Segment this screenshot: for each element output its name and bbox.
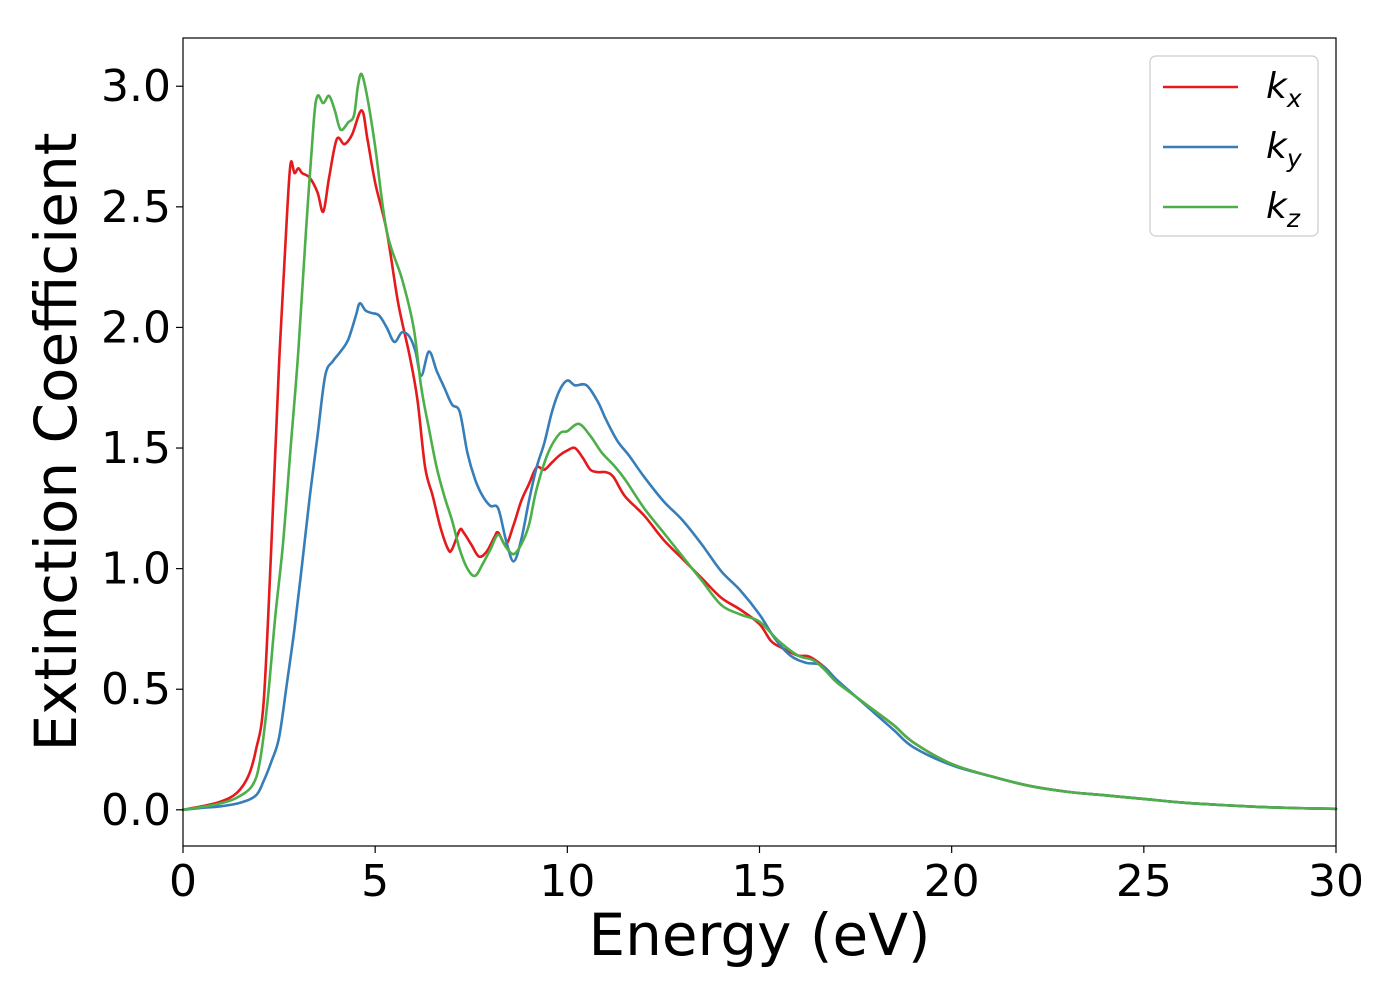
legend-label-k-x: kx (1266, 66, 1302, 113)
x-tick-label: 25 (1116, 856, 1172, 907)
tick-layer: 0 5 10 15 20 25 30 0.0 0.5 1.0 1.5 2.0 2.5 3.0 (101, 61, 1364, 907)
y-tick-label: 1.5 (101, 423, 171, 474)
series-line-k-z (181, 72, 1338, 812)
x-tick-label: 5 (361, 856, 389, 907)
legend-label-k-y: ky (1266, 126, 1303, 173)
x-tick-label: 30 (1308, 856, 1364, 907)
plot-frame (182, 37, 1337, 847)
x-tick-label: 15 (732, 856, 788, 907)
y-tick-label: 3.0 (101, 61, 171, 112)
series-line-k-y (181, 302, 1338, 812)
x-tick-label: 0 (169, 856, 197, 907)
plot-area-background (183, 38, 1336, 846)
y-tick-label: 0.5 (101, 664, 171, 715)
x-tick-label: 20 (924, 856, 980, 907)
y-tick-label: 2.0 (101, 302, 171, 353)
x-tick-label: 10 (539, 856, 595, 907)
y-axis-title: Extinction Coefficient (22, 133, 90, 752)
x-axis-title: Energy (eV) (588, 901, 930, 969)
series-layer (181, 72, 1338, 812)
legend: kx ky kz (1149, 55, 1319, 237)
y-tick-label: 2.5 (101, 182, 171, 233)
legend-label-k-z: kz (1266, 186, 1301, 233)
y-tick-label: 0.0 (101, 785, 171, 836)
y-tick-label: 1.0 (101, 544, 171, 595)
